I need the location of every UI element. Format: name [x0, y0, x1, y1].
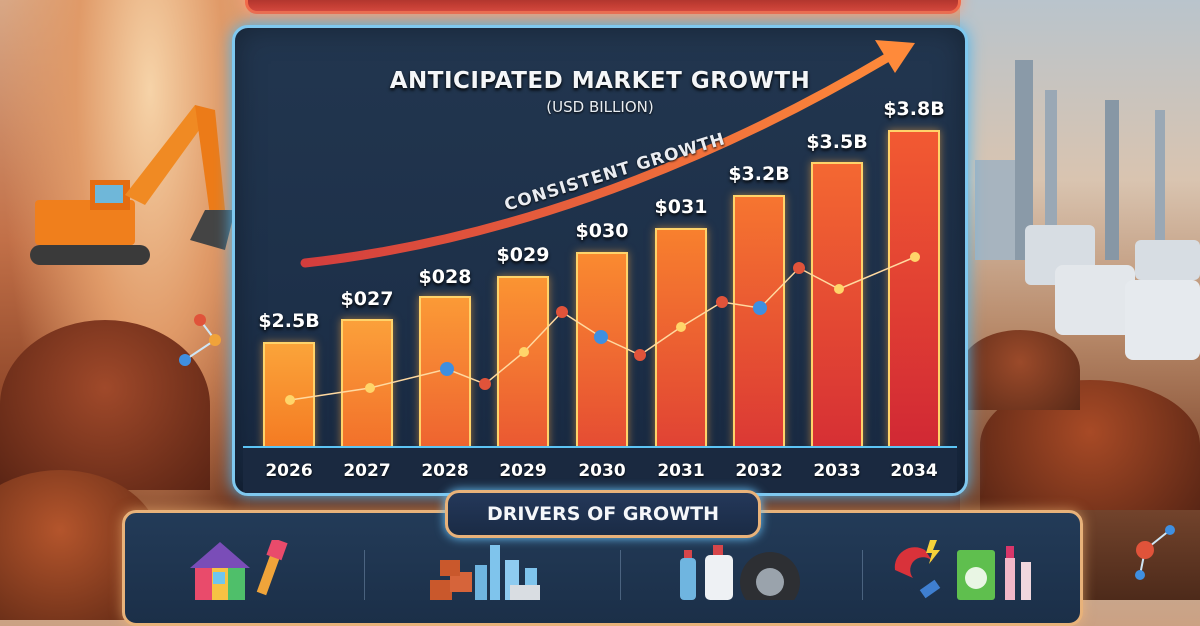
excavator-icon [30, 105, 235, 265]
bar-2033 [811, 162, 863, 448]
refinery-icon [975, 60, 1200, 360]
molecule-icon [179, 314, 221, 366]
ore-pile [960, 330, 1080, 410]
bar-2032 [733, 195, 785, 448]
molecule-icon [1135, 525, 1175, 580]
drivers-title: DRIVERS OF GROWTH [445, 490, 761, 538]
bar-label: $3.2B [728, 163, 790, 185]
bar-2031 [655, 228, 707, 448]
x-tick-label: 2033 [813, 461, 861, 481]
x-tick-label: 2029 [499, 461, 547, 481]
bar-2030 [576, 252, 628, 448]
ore-pile [0, 320, 210, 490]
bar-label: $028 [418, 266, 472, 288]
x-tick-label: 2027 [343, 461, 391, 481]
bar-2026 [263, 342, 315, 448]
bar-label: $2.5B [258, 310, 320, 332]
bar-label: $027 [340, 288, 394, 310]
x-tick-label: 2026 [265, 461, 313, 481]
house-paint-icon [190, 540, 288, 600]
bar-label: $031 [654, 196, 708, 218]
chart-subtitle: (USD BILLION) [546, 98, 654, 116]
bar-2029 [497, 276, 549, 448]
x-tick-label: 2031 [657, 461, 705, 481]
plastics-tire-icon [680, 545, 800, 600]
bar-label: $3.8B [883, 98, 945, 120]
x-tick-label: 2034 [890, 461, 938, 481]
trend-line-overlay [285, 252, 920, 405]
bar-2027 [341, 319, 393, 448]
x-tick-label: 2028 [421, 461, 469, 481]
growth-arrow [300, 40, 915, 268]
bar-label: $030 [575, 220, 629, 242]
divider [364, 550, 365, 600]
top-banner [245, 0, 961, 14]
bar-label: $3.5B [806, 131, 868, 153]
x-axis [243, 446, 957, 493]
divider [862, 550, 863, 600]
bar-label: $029 [496, 244, 550, 266]
divider [620, 550, 621, 600]
bar-2034 [888, 130, 940, 448]
chart-panel: ANTICIPATED MARKET GROWTH (USD BILLION) … [232, 25, 968, 496]
x-tick-label: 2030 [578, 461, 626, 481]
construction-bricks-icon [430, 545, 540, 600]
magnet-cosmetics-icon [894, 540, 1031, 600]
x-tick-label: 2032 [735, 461, 783, 481]
chart-title: ANTICIPATED MARKET GROWTH [389, 68, 811, 94]
